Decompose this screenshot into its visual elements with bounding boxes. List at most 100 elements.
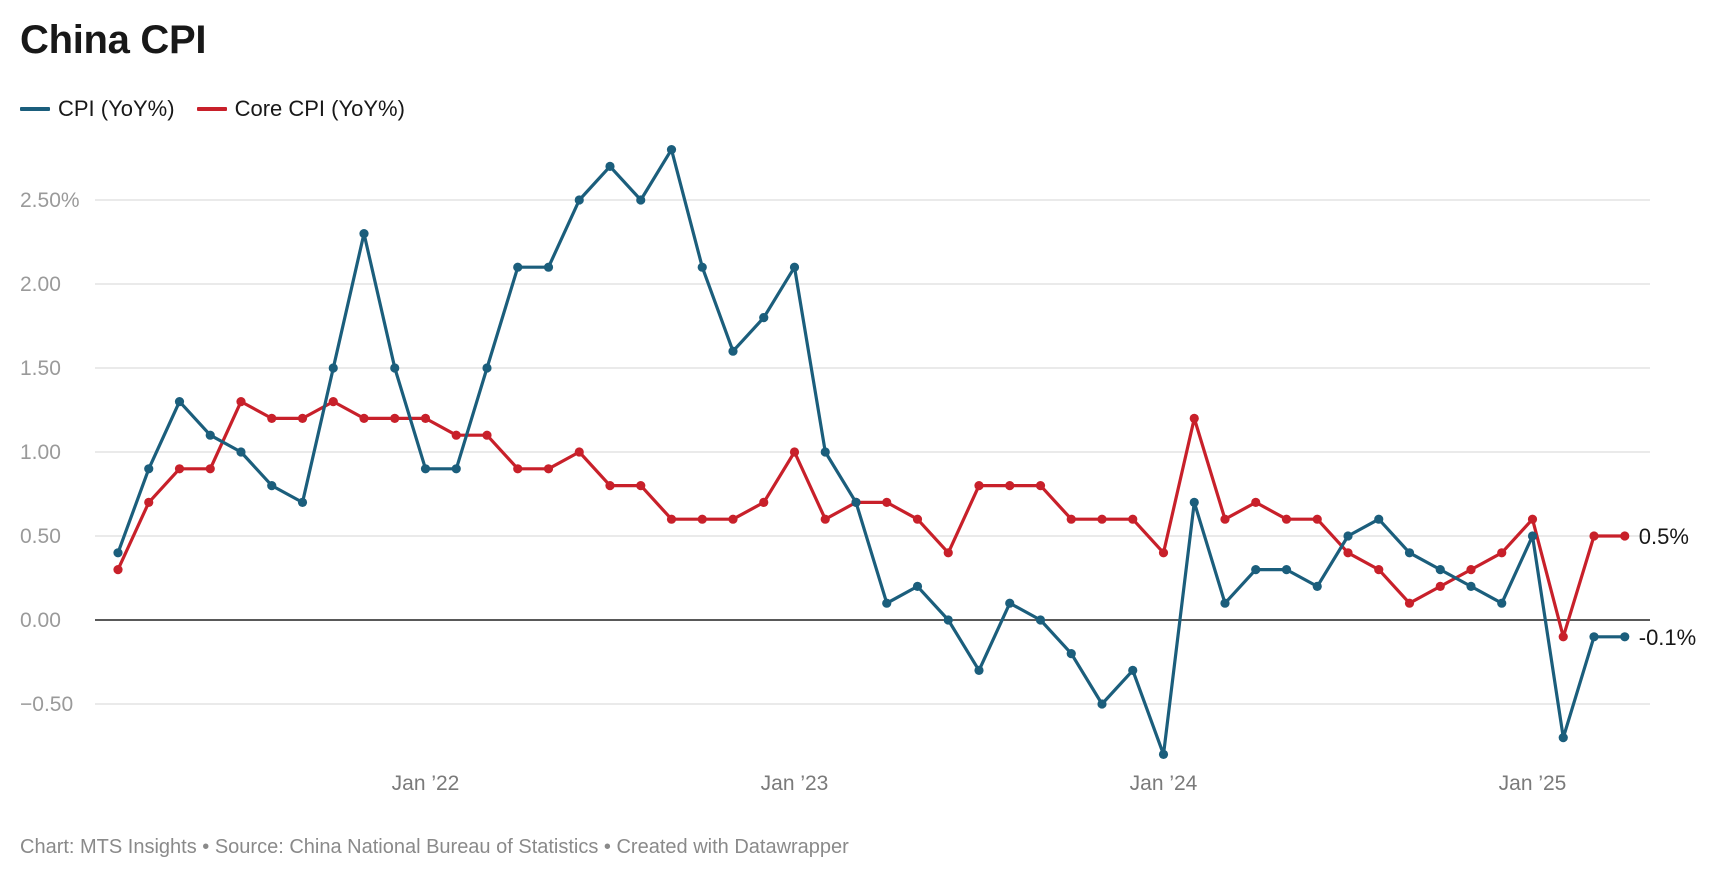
cpi-data-point [267,481,277,491]
core-cpi-data-point [759,497,769,507]
cpi-data-point [974,665,984,676]
core-cpi-data-point [1128,514,1138,524]
cpi-data-point [666,145,677,155]
core-cpi-data-point [1066,514,1076,524]
core-cpi-data-point [1527,514,1538,524]
core-cpi-end-label: 0.5% [1639,524,1689,549]
chart-title: China CPI [20,18,207,62]
y-tick-label: 0.50 [20,525,61,548]
cpi-data-point [297,497,308,507]
legend-label-core-cpi: Core CPI (YoY%) [234,96,405,121]
chart-legend: CPI (YoY%) Core CPI (YoY%) [20,96,405,122]
cpi-data-point [113,548,123,558]
core-cpi-data-point [1435,581,1445,592]
cpi-data-point [390,363,400,373]
cpi-data-point [1466,581,1476,592]
core-cpi-data-point [113,565,123,575]
core-cpi-data-point [1251,497,1261,507]
core-cpi-data-point [1005,481,1015,491]
cpi-data-point [543,262,554,272]
core-cpi-data-point [267,413,277,423]
core-cpi-data-point [789,447,800,457]
cpi-data-point [912,581,923,592]
legend-swatch-cpi [20,107,50,111]
cpi-data-point [1312,581,1322,592]
cpi-data-point [1281,565,1292,575]
core-cpi-data-point [390,413,400,423]
cpi-data-point [1220,598,1230,608]
cpi-data-point [482,363,492,373]
y-tick-label: 1.00 [20,441,61,464]
cpi-data-point [943,615,953,625]
core-cpi-data-point [882,497,892,507]
cpi-data-point [1589,632,1599,642]
core-cpi-data-point [1281,514,1292,524]
core-cpi-data-point [1035,481,1046,491]
core-cpi-data-point [144,497,154,507]
core-cpi-data-point [1158,548,1169,558]
cpi-data-point [697,262,707,272]
y-tick-label: 2.50% [20,189,80,212]
cpi-data-point [1343,531,1353,541]
cpi-data-point [1527,531,1538,541]
core-cpi-data-point [174,464,185,474]
core-cpi-data-point [728,514,738,524]
core-cpi-data-point [451,430,461,440]
core-cpi-data-point [1620,531,1630,541]
cpi-data-point [1128,665,1138,676]
y-tick-label: −0.50 [20,693,73,716]
legend-item-core-cpi: Core CPI (YoY%) [196,96,405,122]
cpi-data-point [1620,632,1630,642]
cpi-data-point [1435,565,1445,575]
core-cpi-data-point [912,514,923,524]
cpi-data-point [759,313,769,323]
core-cpi-data-point [605,481,615,491]
cpi-data-point [236,447,246,457]
cpi-data-point [789,262,800,272]
x-tick-label: Jan ’23 [761,772,829,795]
x-tick-label: Jan ’24 [1130,772,1198,795]
y-tick-label: 0.00 [20,609,61,632]
cpi-data-point [174,397,185,407]
cpi-data-point [1404,548,1415,558]
core-cpi-data-point [543,464,554,474]
core-cpi-data-point [1343,548,1353,558]
core-cpi-data-point [1558,632,1568,642]
core-cpi-data-point [297,413,308,423]
cpi-data-point [820,447,830,457]
core-cpi-data-point [482,430,492,440]
cpi-data-point [1005,598,1015,608]
y-tick-label: 2.00 [20,273,61,296]
core-cpi-data-point [1220,514,1230,524]
core-cpi-data-point [1466,565,1476,575]
core-cpi-data-point [1404,598,1415,608]
cpi-data-point [851,497,861,507]
cpi-data-point [605,161,615,171]
core-cpi-data-point [205,464,215,474]
cpi-series-line [116,148,1627,757]
cpi-data-point [1097,699,1107,709]
core-cpi-data-point [574,447,584,457]
y-tick-label: 1.50 [20,357,61,380]
legend-item-cpi: CPI (YoY%) [20,96,175,122]
cpi-data-point [513,262,523,272]
legend-label-cpi: CPI (YoY%) [58,96,175,121]
core-cpi-data-point [666,514,677,524]
core-cpi-data-point [1312,514,1322,524]
cpi-data-point [574,195,584,205]
core-cpi-data-point [328,397,338,407]
core-cpi-data-point [820,514,830,524]
core-cpi-data-point [513,464,523,474]
core-cpi-data-point [1497,548,1507,558]
x-tick-label: Jan ’25 [1499,772,1567,795]
cpi-data-point [1497,598,1507,608]
cpi-data-point [205,430,215,440]
cpi-data-point [882,598,892,608]
cpi-data-point [636,195,646,205]
cpi-end-label: -0.1% [1639,625,1696,650]
core-cpi-series-line [116,400,1627,639]
legend-swatch-core-cpi [196,107,227,111]
core-cpi-data-point [636,481,646,491]
core-cpi-data-point [1589,531,1599,541]
cpi-data-point [451,464,461,474]
